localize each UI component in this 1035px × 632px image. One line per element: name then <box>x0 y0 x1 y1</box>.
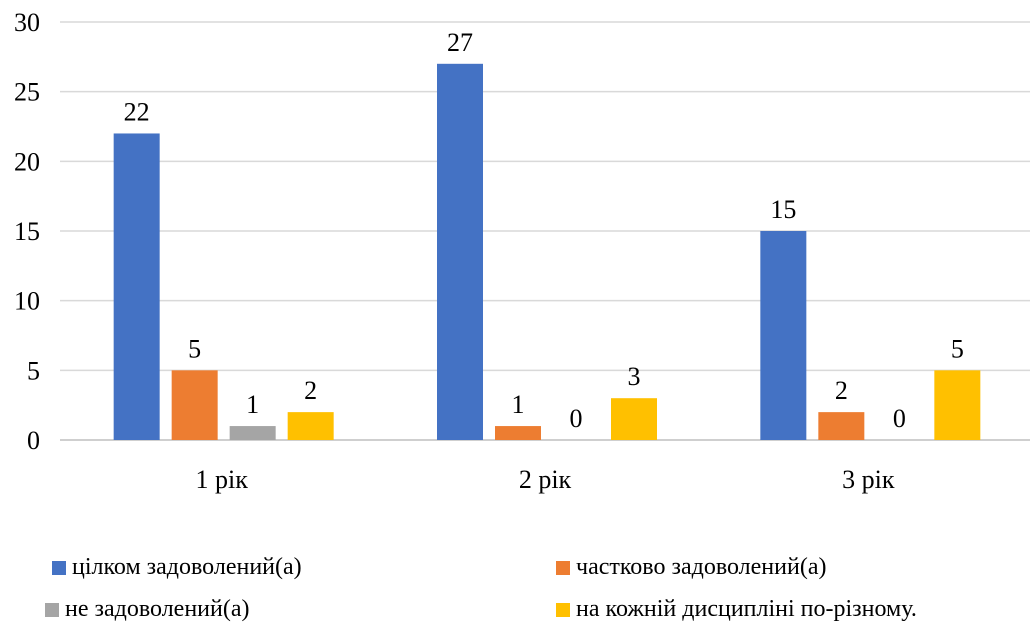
legend-swatch <box>556 602 570 617</box>
x-category-label: 3 рік <box>842 465 895 494</box>
data-label: 3 <box>628 362 641 391</box>
legend-item-series-1: цілком задоволений(а) <box>52 554 302 581</box>
legend-label: цілком задоволений(а) <box>72 554 302 580</box>
y-tick-label: 15 <box>14 217 40 246</box>
data-label: 22 <box>124 97 150 126</box>
legend-swatch <box>556 560 570 575</box>
bar <box>437 63 483 441</box>
data-labels: 22 5 1 2 27 1 0 3 15 2 0 5 <box>124 28 964 433</box>
data-label: 2 <box>835 376 848 405</box>
y-tick-label: 30 <box>14 8 40 37</box>
legend-label: на кожній дисципліні по-різному. <box>576 596 917 622</box>
bars <box>113 63 981 441</box>
x-axis-category-labels: 1 рік 2 рік 3 рік <box>195 465 894 494</box>
data-label: 0 <box>570 404 583 433</box>
bar <box>113 133 160 440</box>
x-category-label: 2 рік <box>519 465 572 494</box>
legend-swatch <box>52 560 66 575</box>
data-label: 5 <box>188 334 201 363</box>
bar <box>818 412 865 440</box>
legend-label: частково задоволений(а) <box>576 554 827 580</box>
y-tick-label: 5 <box>27 356 40 385</box>
legend-item-series-3: не задоволений(а) <box>45 596 250 623</box>
y-tick-label: 0 <box>27 426 40 455</box>
bar <box>760 231 807 440</box>
bar <box>287 412 334 440</box>
y-tick-label: 25 <box>14 78 40 107</box>
legend-item-series-2: частково задоволений(а) <box>556 554 826 581</box>
bar <box>229 426 276 440</box>
bar <box>934 370 981 440</box>
legend-item-series-4: на кожній дисципліні по-різному. <box>556 596 917 623</box>
data-label: 5 <box>951 334 964 363</box>
data-label: 1 <box>512 390 525 419</box>
data-label: 0 <box>893 404 906 433</box>
data-label: 1 <box>246 390 259 419</box>
data-label: 27 <box>447 28 473 57</box>
y-tick-label: 10 <box>14 287 40 316</box>
x-category-label: 1 рік <box>195 465 248 494</box>
bar <box>611 398 657 440</box>
legend-swatch <box>45 602 59 617</box>
bar <box>495 426 541 440</box>
gridlines <box>60 21 1030 441</box>
data-label: 15 <box>770 195 796 224</box>
y-axis-tick-labels: 0 5 10 15 20 25 30 <box>14 8 40 455</box>
y-tick-label: 20 <box>14 147 40 176</box>
bar <box>171 370 218 440</box>
legend-label: не задоволений(а) <box>65 596 250 622</box>
data-label: 2 <box>304 376 317 405</box>
